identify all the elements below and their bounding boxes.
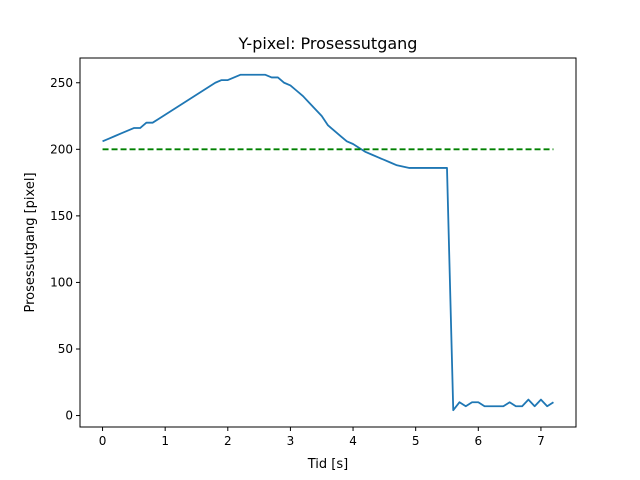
y-tick-label: 50 [58, 342, 73, 356]
x-tick-label: 6 [474, 434, 482, 448]
x-tick-label: 1 [161, 434, 169, 448]
x-tick-label: 3 [287, 434, 295, 448]
x-tick-label: 4 [349, 434, 357, 448]
x-tick-label: 0 [99, 434, 107, 448]
process-output-line [102, 73, 554, 412]
x-tick-label: 2 [224, 434, 232, 448]
chart-title: Y-pixel: Prosessutgang [238, 34, 418, 53]
y-axis-label: Prosessutgang [pixel] [23, 172, 38, 312]
tick-layer: 0 1 2 3 4 5 6 7 0 50 100 150 200 250 [50, 76, 545, 448]
y-tick-label: 0 [65, 409, 73, 423]
x-tick-label: 7 [537, 434, 545, 448]
x-axis-label: Tid [s] [307, 457, 348, 472]
x-tick-label: 5 [412, 434, 420, 448]
y-tick-label: 150 [50, 209, 73, 223]
axes-frame [79, 57, 577, 428]
y-tick-label: 200 [50, 142, 73, 156]
plot-layer [102, 73, 554, 412]
y-tick-label: 100 [50, 275, 73, 289]
y-tick-label: 250 [50, 76, 73, 90]
